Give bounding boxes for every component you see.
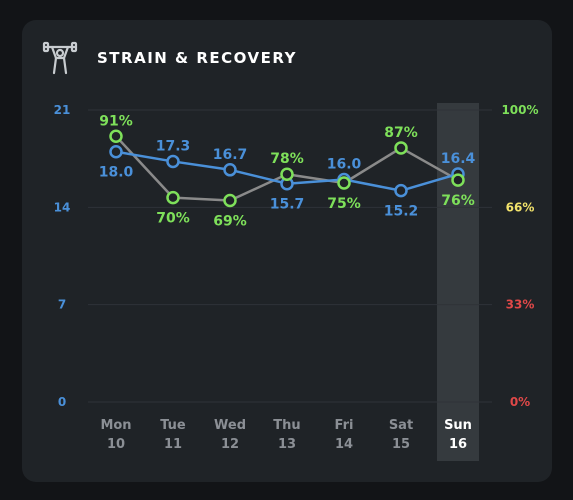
right-axis-tick: 0% bbox=[510, 395, 530, 409]
left-axis-tick: 14 bbox=[54, 200, 71, 214]
recovery-point bbox=[223, 193, 237, 208]
recovery-point bbox=[280, 167, 294, 181]
strain-value-label: 18.0 bbox=[99, 165, 134, 181]
recovery-point bbox=[451, 173, 465, 187]
strain-value-label: 16.4 bbox=[441, 151, 476, 167]
highlight-column-sun bbox=[437, 103, 479, 461]
left-axis-tick: 7 bbox=[58, 298, 66, 312]
day-name-label: Thu bbox=[273, 418, 300, 433]
recovery-point bbox=[337, 176, 351, 190]
day-date-label: 10 bbox=[107, 437, 125, 452]
right-axis-tick: 100% bbox=[501, 103, 538, 117]
card-title: STRAIN & RECOVERY bbox=[97, 49, 297, 67]
right-axis-tick: 66% bbox=[506, 200, 535, 214]
day-name-label: Sat bbox=[389, 418, 413, 433]
strain-value-label: 17.3 bbox=[156, 138, 191, 154]
day-name-label: Mon bbox=[100, 418, 131, 433]
day-date-label: 13 bbox=[278, 437, 296, 452]
recovery-value-label: 91% bbox=[99, 113, 133, 129]
left-axis-tick: 0 bbox=[58, 395, 66, 409]
recovery-value-label: 76% bbox=[441, 193, 475, 209]
recovery-value-label: 75% bbox=[327, 196, 361, 212]
strain-value-label: 15.2 bbox=[384, 204, 419, 220]
left-axis-tick: 21 bbox=[54, 103, 71, 117]
recovery-value-label: 70% bbox=[156, 211, 190, 227]
strain-point bbox=[166, 154, 180, 169]
recovery-value-label: 69% bbox=[213, 214, 247, 230]
day-date-label: 16 bbox=[449, 437, 467, 452]
day-date-label: 14 bbox=[335, 437, 353, 452]
day-name-label: Wed bbox=[214, 418, 246, 433]
strain-point bbox=[109, 144, 123, 159]
day-date-label: 15 bbox=[392, 437, 410, 452]
strain-value-label: 16.0 bbox=[327, 157, 362, 173]
recovery-point bbox=[109, 129, 123, 144]
strain-value-label: 16.7 bbox=[213, 147, 248, 163]
day-date-label: 11 bbox=[164, 437, 182, 452]
day-name-label: Fri bbox=[335, 418, 354, 433]
strain-value-label: 15.7 bbox=[270, 197, 305, 213]
day-name-label: Sun bbox=[444, 418, 472, 433]
recovery-value-label: 78% bbox=[270, 151, 304, 167]
recovery-point bbox=[394, 141, 408, 155]
weightlifter-icon bbox=[42, 41, 78, 75]
strain-point bbox=[223, 163, 237, 177]
right-axis-tick: 33% bbox=[506, 298, 535, 312]
day-date-label: 12 bbox=[221, 437, 239, 452]
recovery-value-label: 87% bbox=[384, 125, 418, 141]
strain-point bbox=[394, 183, 408, 198]
card-header: STRAIN & RECOVERY bbox=[22, 20, 552, 100]
day-name-label: Tue bbox=[160, 418, 186, 433]
recovery-point bbox=[166, 190, 180, 205]
